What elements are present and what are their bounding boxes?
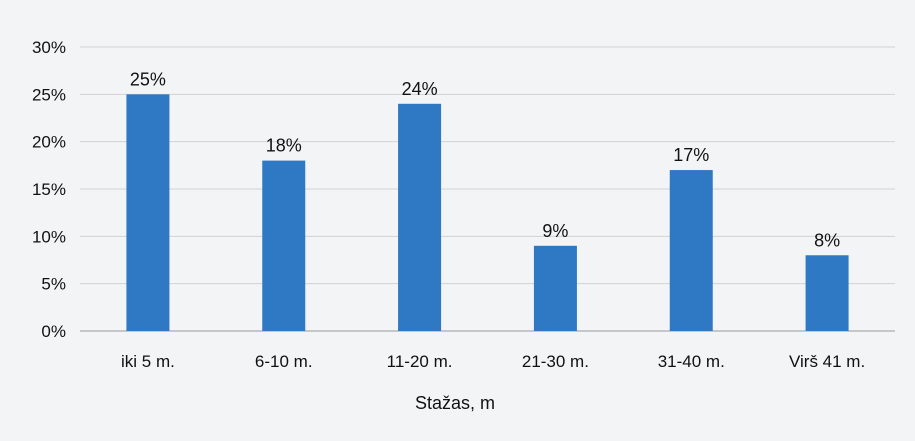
y-tick-label: 30% xyxy=(32,38,66,57)
x-tick-label: Virš 41 m. xyxy=(789,352,865,371)
bars xyxy=(126,94,849,331)
x-axis-ticks: iki 5 m. 6-10 m. 11-20 m. 21-30 m. 31-40 m. V… xyxy=(121,352,865,371)
bar xyxy=(126,94,170,331)
y-tick-label: 5% xyxy=(41,275,66,294)
data-label: 8% xyxy=(814,230,840,250)
y-tick-label: 15% xyxy=(32,180,66,199)
x-tick-label: 11-20 m. xyxy=(387,352,453,371)
bar xyxy=(533,245,577,331)
x-tick-label: 31-40 m. xyxy=(658,352,725,371)
data-label: 9% xyxy=(542,221,568,241)
bar xyxy=(262,160,306,331)
y-tick-label: 10% xyxy=(32,227,66,246)
bar xyxy=(398,103,442,331)
y-tick-label: 20% xyxy=(32,133,66,152)
x-tick-label: 6-10 m. xyxy=(255,352,313,371)
y-tick-label: 0% xyxy=(41,322,66,341)
data-label: 17% xyxy=(673,145,709,165)
bar xyxy=(669,170,713,331)
x-tick-label: iki 5 m. xyxy=(121,352,175,371)
y-tick-label: 25% xyxy=(32,85,66,104)
data-label: 25% xyxy=(130,69,166,89)
gridlines xyxy=(80,46,895,332)
x-axis-title: Stažas, m xyxy=(415,393,495,413)
data-label: 24% xyxy=(402,79,438,99)
x-tick-label: 21-30 m. xyxy=(522,352,589,371)
data-label: 18% xyxy=(266,136,302,156)
y-axis-ticks: 0% 5% 10% 15% 20% 25% 30% xyxy=(32,38,66,341)
bar xyxy=(805,255,849,331)
data-labels: 25% 18% 24% 9% 17% 8% xyxy=(130,69,840,250)
